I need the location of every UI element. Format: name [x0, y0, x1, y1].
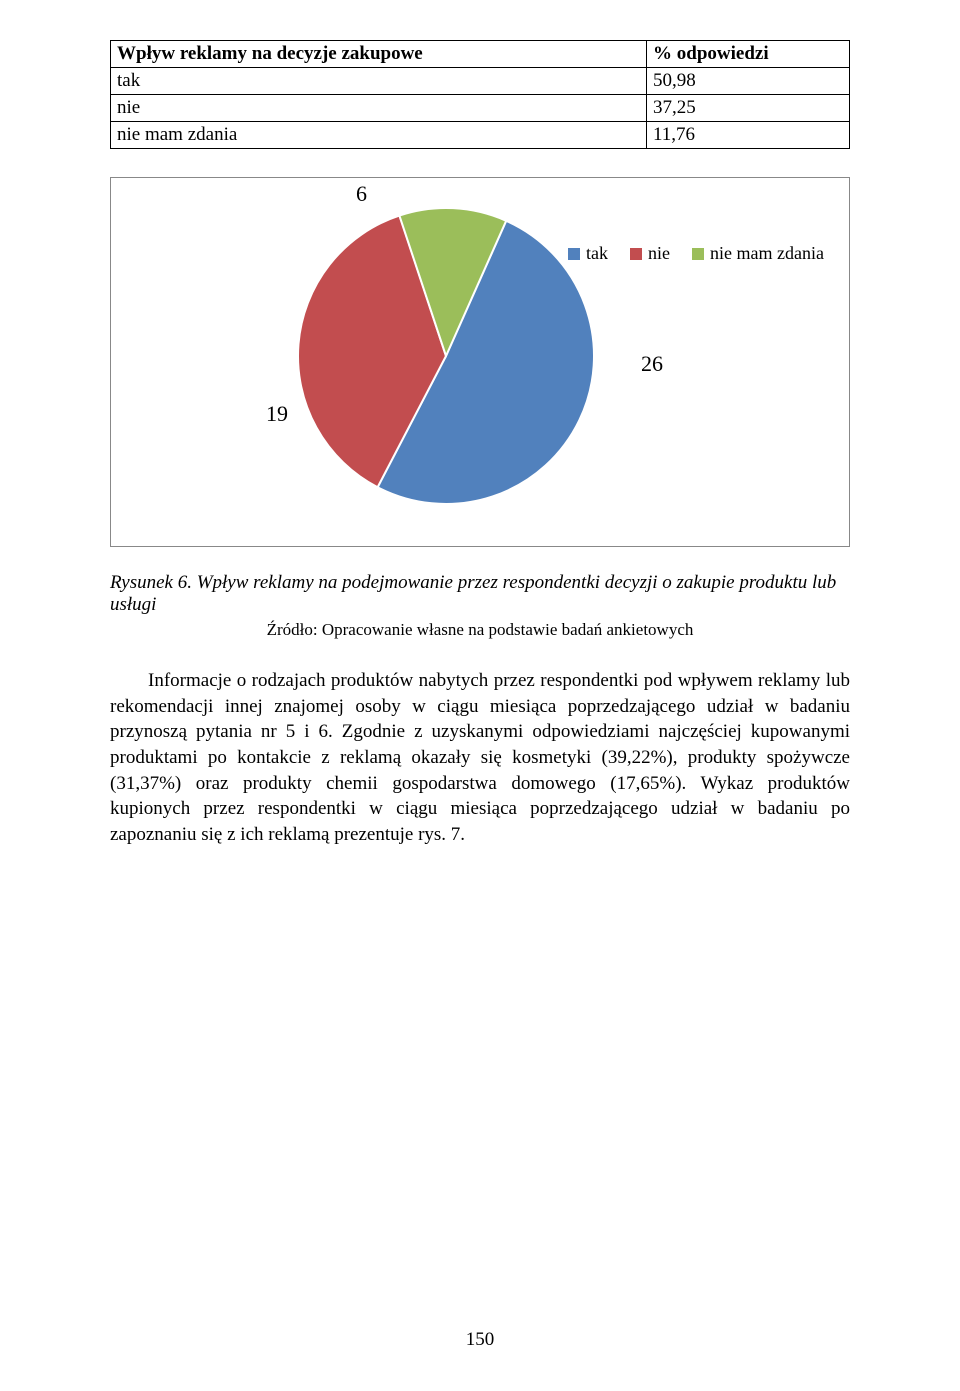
- legend-item: nie: [630, 243, 670, 264]
- pie-graphic: 26 19 6: [296, 206, 596, 511]
- data-table: Wpływ reklamy na decyzje zakupowe % odpo…: [110, 40, 850, 149]
- legend-swatch: [568, 248, 580, 260]
- figure-source: Źródło: Opracowanie własne na podstawie …: [110, 620, 850, 640]
- table-header-right: % odpowiedzi: [647, 41, 850, 68]
- table-row: tak 50,98: [111, 68, 850, 95]
- pie-callout: 26: [641, 351, 663, 377]
- legend-item: tak: [568, 243, 608, 264]
- legend-swatch: [692, 248, 704, 260]
- pie-callout: 6: [356, 181, 367, 207]
- table-row: nie mam zdania 11,76: [111, 122, 850, 149]
- pie-chart: 26 19 6 tak nie nie mam zdania: [110, 177, 850, 547]
- body-paragraph: Informacje o rodzajach produktów nabytyc…: [110, 668, 850, 847]
- table-row: nie 37,25: [111, 95, 850, 122]
- table-cell-value: 50,98: [647, 68, 850, 95]
- legend-label: tak: [586, 243, 608, 264]
- pie-callout: 19: [266, 401, 288, 427]
- table-cell-label: nie: [111, 95, 647, 122]
- legend-swatch: [630, 248, 642, 260]
- table-cell-value: 11,76: [647, 122, 850, 149]
- legend-label: nie mam zdania: [710, 243, 824, 264]
- table-cell-value: 37,25: [647, 95, 850, 122]
- page-number: 150: [0, 1329, 960, 1351]
- legend-item: nie mam zdania: [692, 243, 824, 264]
- table-cell-label: nie mam zdania: [111, 122, 647, 149]
- chart-legend: tak nie nie mam zdania: [568, 243, 824, 264]
- figure-caption: Rysunek 6. Wpływ reklamy na podejmowanie…: [110, 572, 850, 616]
- table-header-left: Wpływ reklamy na decyzje zakupowe: [111, 41, 647, 68]
- table-cell-label: tak: [111, 68, 647, 95]
- legend-label: nie: [648, 243, 670, 264]
